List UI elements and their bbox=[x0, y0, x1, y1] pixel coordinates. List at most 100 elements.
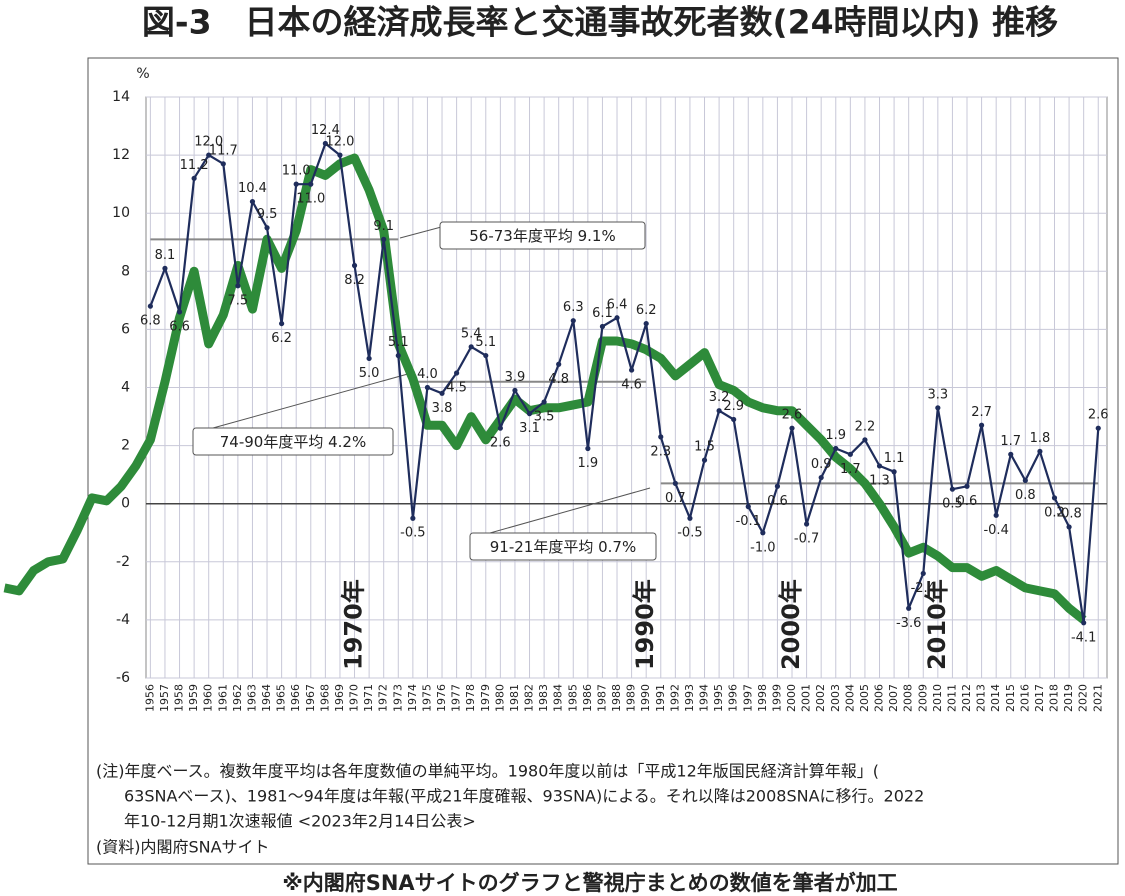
x-tick-label: 1995 bbox=[712, 684, 725, 712]
frame bbox=[87, 57, 1119, 865]
data-point bbox=[701, 457, 708, 463]
data-point bbox=[906, 605, 912, 611]
x-tick-label: 1985 bbox=[566, 684, 579, 712]
data-point bbox=[847, 451, 853, 457]
data-label: 3.9 bbox=[505, 370, 526, 385]
data-label: 1.8 bbox=[1030, 431, 1051, 446]
x-tick-label: 1992 bbox=[668, 684, 681, 712]
x-tick-label: 1962 bbox=[231, 684, 244, 712]
x-tick-label: 1968 bbox=[318, 684, 331, 712]
data-label: 2.2 bbox=[855, 419, 876, 434]
data-label: 11.0 bbox=[282, 164, 311, 179]
x-tick-label: 1979 bbox=[479, 684, 492, 712]
data-point bbox=[308, 181, 314, 187]
x-tick-label: 1983 bbox=[537, 684, 550, 712]
x-tick-label: 1977 bbox=[450, 684, 463, 712]
x-tick-label: 1969 bbox=[333, 684, 346, 712]
data-point bbox=[556, 361, 562, 367]
x-tick-label: 1975 bbox=[420, 684, 433, 712]
data-point bbox=[599, 323, 606, 330]
x-tick-label: 2002 bbox=[814, 684, 827, 712]
data-point bbox=[293, 181, 299, 187]
data-point bbox=[526, 411, 533, 417]
data-point bbox=[235, 283, 241, 289]
data-label: 4.6 bbox=[621, 378, 642, 393]
data-point bbox=[366, 355, 372, 362]
data-point bbox=[162, 265, 168, 271]
data-label: 10.4 bbox=[238, 181, 267, 196]
data-point bbox=[541, 399, 547, 405]
data-label: -0.4 bbox=[983, 523, 1008, 538]
data-point bbox=[395, 352, 401, 359]
x-tick-label: 1991 bbox=[654, 684, 667, 712]
data-label: 2.6 bbox=[1088, 408, 1109, 423]
data-label: 5.1 bbox=[475, 335, 496, 350]
y-unit: % bbox=[136, 66, 149, 82]
note-line: 63SNAベース)、1981～94年度は年報(平成21年度確報、93SNA)によ… bbox=[124, 787, 924, 806]
data-label: 6.2 bbox=[271, 331, 292, 346]
data-point bbox=[774, 483, 781, 489]
data-label: 6.2 bbox=[636, 303, 657, 318]
data-label: -3.6 bbox=[896, 616, 921, 631]
data-point bbox=[614, 315, 620, 321]
x-tick-label: 1978 bbox=[464, 684, 477, 712]
data-point bbox=[424, 384, 431, 391]
x-tick-label: 1956 bbox=[143, 684, 156, 712]
data-point bbox=[468, 344, 474, 350]
y-tick-label: 4 bbox=[121, 380, 130, 396]
data-point bbox=[672, 480, 678, 486]
callout-box bbox=[439, 221, 646, 250]
data-point bbox=[716, 408, 722, 414]
data-point bbox=[818, 474, 824, 481]
x-tick-label: 2021 bbox=[1091, 684, 1104, 712]
data-label: 0.7 bbox=[665, 491, 686, 506]
x-tick-label: 1996 bbox=[727, 684, 740, 712]
data-point bbox=[993, 512, 999, 518]
data-label: 1.7 bbox=[840, 462, 861, 477]
data-label: 0.2 bbox=[1044, 505, 1065, 520]
x-tick-label: 1982 bbox=[523, 684, 536, 712]
data-point bbox=[1022, 477, 1028, 484]
data-point bbox=[891, 469, 897, 475]
data-point bbox=[745, 504, 751, 510]
x-tick-label: 2004 bbox=[843, 684, 856, 712]
data-point bbox=[570, 318, 576, 324]
x-tick-label: 1965 bbox=[275, 684, 288, 712]
x-tick-label: 1957 bbox=[158, 684, 171, 712]
data-point bbox=[643, 320, 649, 327]
x-tick-label: 2014 bbox=[989, 684, 1002, 712]
data-point bbox=[964, 483, 970, 489]
caption: ※内閣府SNAサイトのグラフと警視庁まとめの数値を筆者が加工 bbox=[282, 871, 897, 895]
data-label: 1.1 bbox=[884, 451, 905, 466]
data-point bbox=[279, 320, 285, 327]
data-point bbox=[862, 437, 868, 443]
x-tick-label: 2015 bbox=[1004, 684, 1017, 712]
x-tick-label: 1980 bbox=[493, 684, 506, 712]
x-tick-label: 1989 bbox=[625, 684, 638, 712]
x-tick-label: 1986 bbox=[581, 684, 594, 712]
data-point bbox=[249, 198, 256, 205]
x-tick-label: 1981 bbox=[508, 684, 521, 712]
x-tick-label: 1997 bbox=[741, 684, 754, 712]
x-tick-label: 1998 bbox=[756, 684, 769, 712]
x-tick-label: 1967 bbox=[304, 684, 317, 712]
average-label: 91-21年度平均 0.7% bbox=[490, 538, 636, 556]
data-point bbox=[935, 405, 941, 411]
data-label: 0.9 bbox=[811, 457, 832, 472]
x-tick-label: 1994 bbox=[698, 684, 711, 712]
data-label: 11.0 bbox=[296, 192, 325, 207]
data-label: -0.5 bbox=[400, 526, 425, 541]
data-label: 11.2 bbox=[180, 158, 209, 173]
data-point bbox=[322, 140, 328, 147]
data-label: 12.0 bbox=[325, 135, 354, 150]
y-tick-label: 0 bbox=[121, 496, 130, 512]
callout-box bbox=[192, 427, 394, 456]
y-tick-label: -6 bbox=[116, 670, 130, 686]
x-tick-label: 2005 bbox=[858, 684, 871, 712]
data-point bbox=[483, 352, 489, 359]
x-tick-label: 1972 bbox=[377, 684, 390, 712]
deaths-line bbox=[3, 153, 1087, 624]
data-label: 2.6 bbox=[490, 436, 511, 451]
data-label: 6.8 bbox=[140, 314, 161, 329]
